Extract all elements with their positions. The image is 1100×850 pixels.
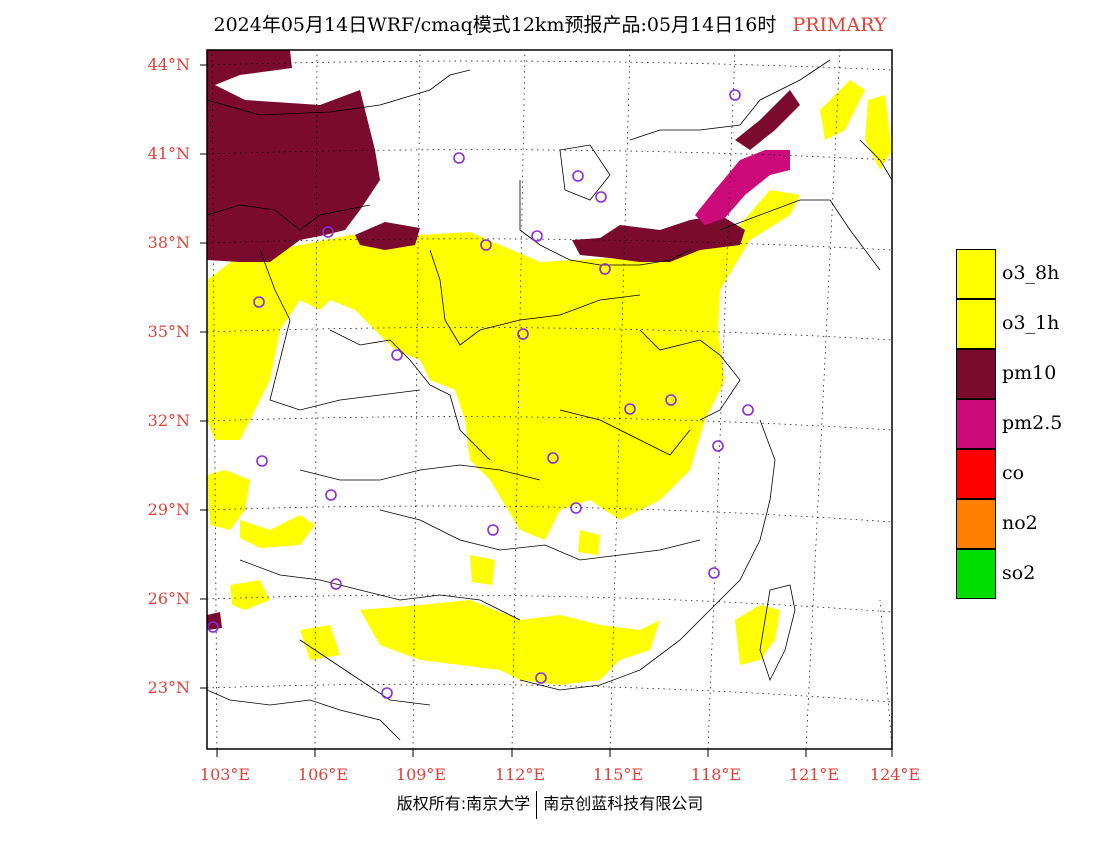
legend-item-co: co xyxy=(956,449,1096,499)
o3-region-central-spot xyxy=(470,555,495,585)
legend-item-no2: no2 xyxy=(956,499,1096,549)
pm10-region-hebei xyxy=(572,215,745,262)
o3-region-jiangxi-spot xyxy=(578,530,600,555)
pm25-region-bohai xyxy=(695,150,790,225)
pm10-region-yunnan xyxy=(207,612,222,630)
circle-station-icon xyxy=(599,263,611,275)
legend-label: o3_8h xyxy=(1002,262,1060,284)
circle-station-icon xyxy=(253,296,265,308)
lon-label: 121°E xyxy=(788,765,840,784)
legend-swatch xyxy=(956,549,996,599)
lon-label: 109°E xyxy=(395,765,447,784)
circle-station-icon xyxy=(453,152,465,164)
o3-region-sichuan xyxy=(207,470,250,530)
circle-station-icon xyxy=(480,239,492,251)
circle-station-icon xyxy=(712,440,724,452)
legend-label: no2 xyxy=(1002,512,1038,534)
circle-station-icon xyxy=(256,455,268,467)
circle-station-icon xyxy=(742,404,754,416)
lon-label: 115°E xyxy=(592,765,644,784)
copyright-separator xyxy=(536,790,538,819)
o3-region-northeast xyxy=(820,80,865,140)
o3-regions xyxy=(207,80,892,685)
copyright-left: 版权所有:南京大学 xyxy=(396,794,531,813)
primary-tag: PRIMARY xyxy=(792,14,887,36)
lon-label: 106°E xyxy=(297,765,349,784)
legend-label: pm10 xyxy=(1002,362,1057,384)
lat-label: 35°N xyxy=(147,322,190,341)
lon-label: 112°E xyxy=(494,765,546,784)
circle-station-icon xyxy=(624,403,636,415)
pm10-region-shanxi xyxy=(355,222,420,250)
legend-swatch xyxy=(956,399,996,449)
legend-label: co xyxy=(1002,462,1025,484)
legend-label: so2 xyxy=(1002,562,1036,584)
circle-station-icon xyxy=(572,170,584,182)
map-frame xyxy=(206,49,893,750)
pm10-region-northwest xyxy=(207,50,380,262)
lat-label: 44°N xyxy=(147,55,190,74)
legend-item-pm25: pm2.5 xyxy=(956,399,1096,449)
circle-station-icon xyxy=(708,567,720,579)
legend-label: o3_1h xyxy=(1002,312,1060,334)
circle-station-icon xyxy=(322,226,334,238)
lat-label: 38°N xyxy=(147,233,190,252)
circle-station-icon xyxy=(330,578,342,590)
o3-region-taiwan-strait xyxy=(735,605,780,665)
legend-item-o3-8h: o3_8h xyxy=(956,249,1096,299)
legend-swatch xyxy=(956,249,996,299)
map-title: 2024年05月14日WRF/cmaq模式12km预报产品:05月14日16时 … xyxy=(0,10,1100,37)
lon-label: 118°E xyxy=(690,765,742,784)
legend-item-pm10: pm10 xyxy=(956,349,1096,399)
lon-label: 103°E xyxy=(199,765,251,784)
copyright-right: 南京创蓝科技有限公司 xyxy=(543,794,704,813)
o3-region-south xyxy=(360,600,660,685)
circle-station-icon xyxy=(595,191,607,203)
circle-station-icon xyxy=(665,394,677,406)
o3-region-guangxi xyxy=(300,625,340,660)
pm10-region-liaoning xyxy=(735,90,800,150)
boundary-lines xyxy=(207,59,892,741)
circle-station-icon xyxy=(729,89,741,101)
copyright-footer: 版权所有:南京大学 南京创蓝科技有限公司 xyxy=(0,790,1100,819)
circle-station-icon xyxy=(381,687,393,699)
lat-label: 23°N xyxy=(147,678,190,697)
pm25-regions xyxy=(695,150,790,225)
legend-item-so2: so2 xyxy=(956,549,1096,599)
axis-ticks xyxy=(200,64,893,757)
legend-swatch xyxy=(956,349,996,399)
lat-label: 26°N xyxy=(147,589,190,608)
legend-swatch xyxy=(956,499,996,549)
circle-station-icon xyxy=(547,452,559,464)
graticule xyxy=(207,50,892,749)
circle-station-icon xyxy=(570,502,582,514)
o3-region-north xyxy=(207,190,800,540)
lat-label: 29°N xyxy=(147,500,190,519)
circle-station-icon xyxy=(207,621,219,633)
lat-label: 32°N xyxy=(147,411,190,430)
legend-item-o3-1h: o3_1h xyxy=(956,299,1096,349)
lat-label: 41°N xyxy=(147,144,190,163)
circle-station-icon xyxy=(531,230,543,242)
pm10-regions xyxy=(207,50,800,630)
lon-label: 124°E xyxy=(869,765,921,784)
legend-swatch xyxy=(956,299,996,349)
circle-station-icon xyxy=(487,524,499,536)
legend-swatch xyxy=(956,449,996,499)
o3-region-yunnan xyxy=(230,580,270,610)
circle-station-icon xyxy=(391,349,403,361)
circle-station-icon xyxy=(517,328,529,340)
circle-station-icon xyxy=(325,489,337,501)
station-markers xyxy=(207,89,754,699)
circle-station-icon xyxy=(535,672,547,684)
o3-region-south-west xyxy=(240,515,315,548)
title-text: 2024年05月14日WRF/cmaq模式12km预报产品:05月14日16时 xyxy=(213,14,777,36)
legend-label: pm2.5 xyxy=(1002,412,1063,434)
